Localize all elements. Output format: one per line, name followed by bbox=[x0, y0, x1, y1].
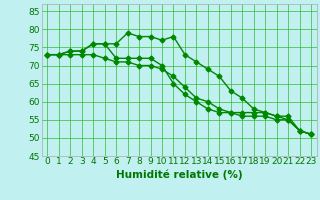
X-axis label: Humidité relative (%): Humidité relative (%) bbox=[116, 169, 243, 180]
